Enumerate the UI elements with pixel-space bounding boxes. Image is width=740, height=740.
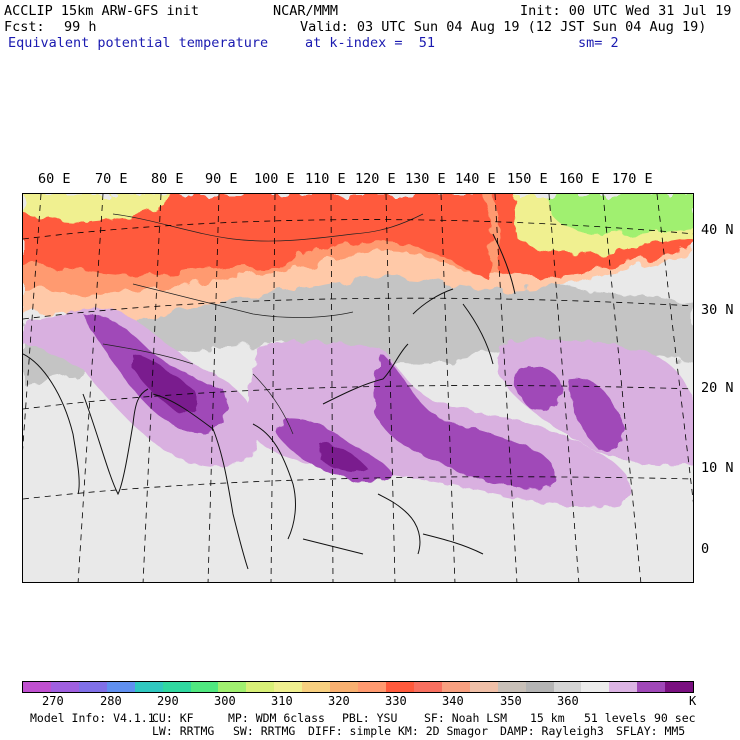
colorbar-swatch <box>218 682 247 692</box>
model-info-item: 15 km <box>530 711 565 725</box>
model-info-item: SW: RRTMG <box>233 724 296 738</box>
lon-label: 110 E <box>305 171 346 187</box>
colorbar-tick-label: 290 <box>157 694 179 708</box>
colorbar-swatch <box>637 682 666 692</box>
model-title: ACCLIP 15km ARW-GFS init <box>4 3 200 19</box>
lon-label: 90 E <box>205 171 238 187</box>
lon-label: 80 E <box>151 171 184 187</box>
forecast-label: Fcst: <box>4 19 45 35</box>
colorbar <box>22 681 694 693</box>
colorbar-swatch <box>553 682 582 692</box>
colorbar-swatch <box>190 682 219 692</box>
colorbar-tick-label: 320 <box>328 694 350 708</box>
model-info-item: MP: WDM 6class <box>228 711 325 725</box>
lat-label: 30 N <box>701 302 734 318</box>
colorbar-swatch <box>497 682 526 692</box>
colorbar-swatch <box>358 682 386 692</box>
smoothing-info: sm= 2 <box>578 35 619 51</box>
model-info-item: 90 sec <box>654 711 696 725</box>
colorbar-swatch <box>50 682 79 692</box>
colorbar-tick-label: 340 <box>442 694 464 708</box>
colorbar-swatch <box>525 682 554 692</box>
model-info-item: SFLAY: MM5 <box>616 724 686 738</box>
model-info-item: PBL: YSU <box>342 711 398 725</box>
colorbar-swatch <box>469 682 498 692</box>
lon-label: 130 E <box>405 171 446 187</box>
init-time: Init: 00 UTC Wed 31 Jul 19 <box>520 3 732 19</box>
lon-label: 170 E <box>612 171 653 187</box>
country-borders <box>102 213 424 435</box>
theta-e-map <box>23 194 693 582</box>
model-info-item: 51 levels <box>584 711 647 725</box>
colorbar-swatch <box>413 682 442 692</box>
model-info-item: CU: KF <box>152 711 194 725</box>
forecast-hour: 99 h <box>64 19 97 35</box>
colorbar-swatch <box>665 682 694 692</box>
lon-label: 70 E <box>95 171 128 187</box>
colorbar-swatch <box>246 682 275 692</box>
colorbar-swatch <box>78 682 107 692</box>
model-info-item: DIFF: simple <box>308 724 392 738</box>
colorbar-tick-label: 270 <box>42 694 64 708</box>
valid-time: Valid: 03 UTC Sun 04 Aug 19 (12 JST Sun … <box>300 19 707 35</box>
colorbar-swatch <box>609 682 638 692</box>
lat-label: 10 N <box>701 460 734 476</box>
lat-label: 0 <box>701 541 710 557</box>
colorbar-tick-label: 360 <box>557 694 579 708</box>
colorbar-tick-label: 280 <box>100 694 122 708</box>
lon-label: 120 E <box>355 171 396 187</box>
colorbar-swatch <box>23 682 51 692</box>
lat-label: 20 N <box>701 380 734 396</box>
lon-label: 60 E <box>38 171 71 187</box>
colorbar-tick-label: 310 <box>271 694 293 708</box>
colorbar-swatch <box>162 682 191 692</box>
graticule <box>23 194 693 582</box>
model-info-item: DAMP: Rayleigh3 <box>500 724 604 738</box>
colorbar-tick-label: 300 <box>214 694 236 708</box>
colorbar-swatch <box>441 682 470 692</box>
colorbar-swatch <box>330 682 359 692</box>
lon-label: 140 E <box>455 171 496 187</box>
map-panel <box>22 193 694 583</box>
colorbar-swatch <box>302 682 331 692</box>
colorbar-swatch <box>106 682 135 692</box>
colorbar-swatch <box>274 682 303 692</box>
field-name: Equivalent potential temperature <box>8 35 269 51</box>
lat-label: 40 N <box>701 222 734 238</box>
model-info-item: LW: RRTMG <box>152 724 215 738</box>
colorbar-tick-label: 330 <box>385 694 407 708</box>
model-info-item: Model Info: V4.1.1 <box>30 711 155 725</box>
colorbar-tick-label: 350 <box>500 694 522 708</box>
lon-label: 160 E <box>559 171 600 187</box>
colorbar-swatch <box>385 682 414 692</box>
lon-label: 100 E <box>254 171 295 187</box>
colorbar-swatch <box>134 682 163 692</box>
org-label: NCAR/MMM <box>273 3 339 19</box>
level-info: at k-index = 51 <box>305 35 436 51</box>
colorbar-unit: K <box>689 694 697 708</box>
lon-label: 150 E <box>507 171 548 187</box>
colorbar-swatch <box>581 682 610 692</box>
model-info-item: SF: Noah LSM <box>424 711 508 725</box>
model-info-item: KM: 2D Smagor <box>398 724 489 738</box>
